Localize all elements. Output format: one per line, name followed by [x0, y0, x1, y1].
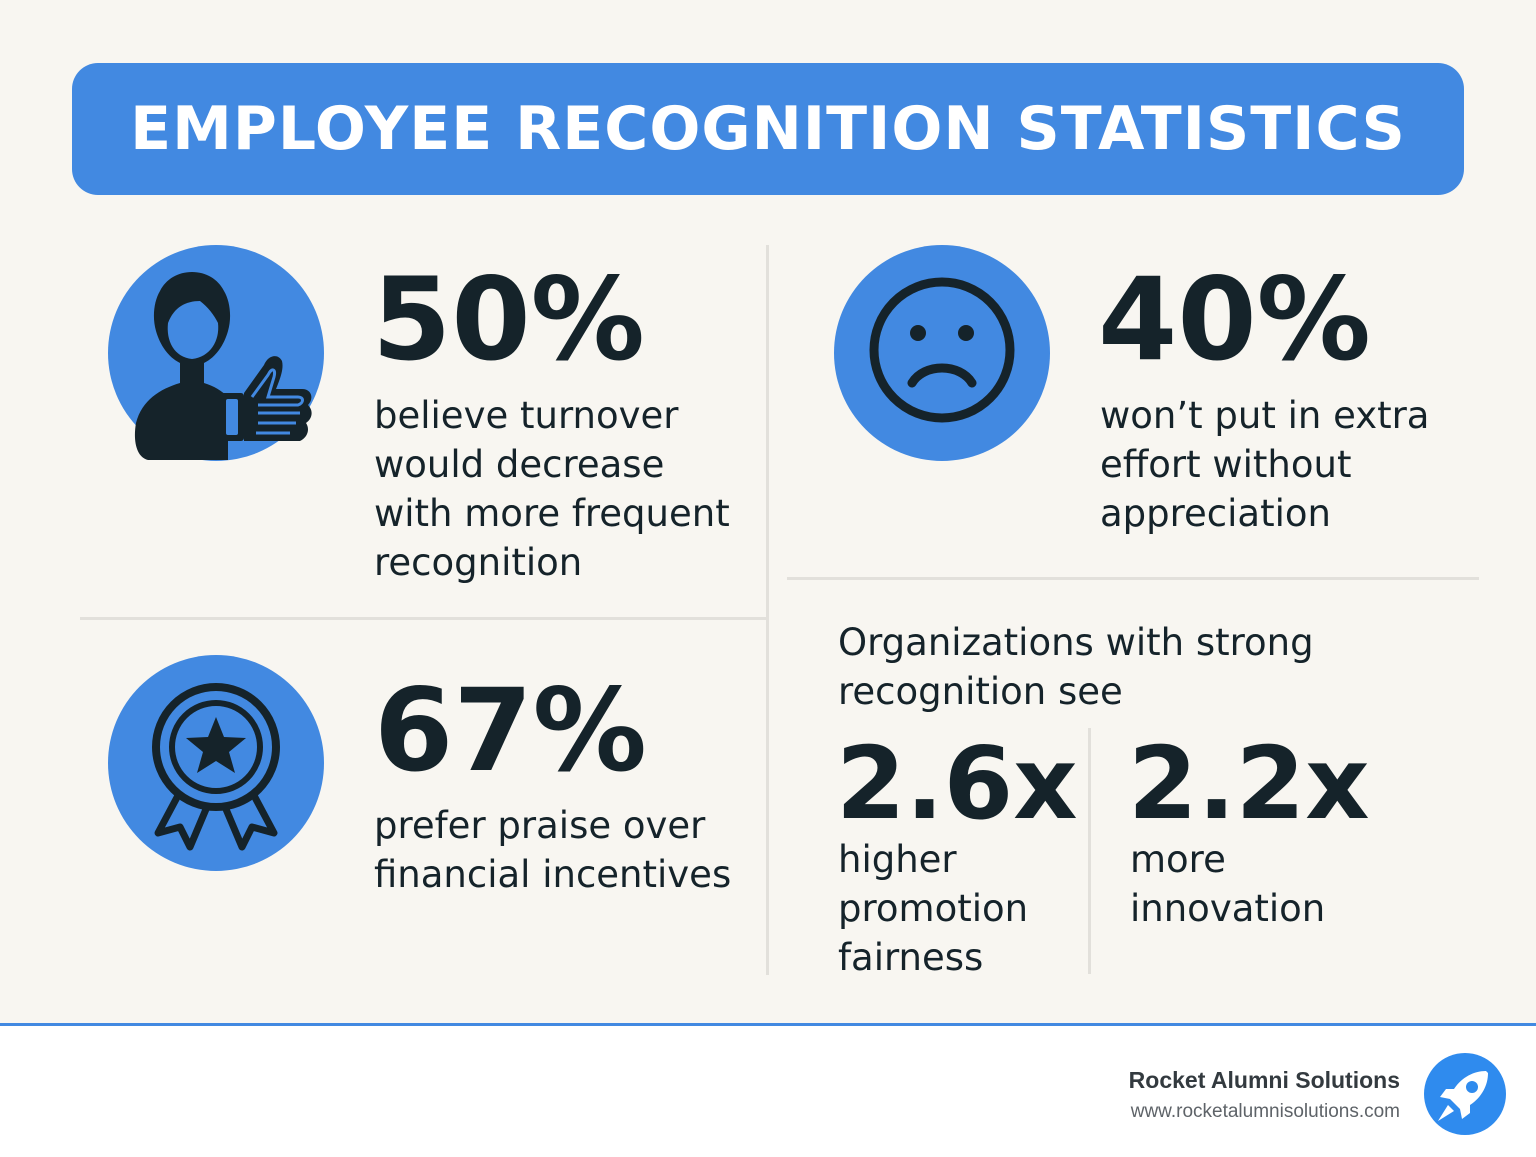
stat-turnover-line: recognition — [374, 541, 583, 584]
stat-effort-line: won’t put in extra — [1100, 394, 1430, 437]
stat-turnover-value: 50% — [372, 253, 645, 386]
organizations-divider — [1088, 728, 1091, 974]
stat-effort-line: effort without — [1100, 443, 1352, 486]
stat-promotion-line: promotion — [838, 887, 1029, 930]
award-ribbon-icon — [108, 655, 324, 871]
brand-name: Rocket Alumni Solutions — [1128, 1067, 1400, 1093]
sad-face-icon — [834, 245, 1050, 461]
organizations-intro-line: Organizations with strong — [838, 621, 1314, 664]
stat-innovation-line: more — [1130, 838, 1226, 881]
page-title: EMPLOYEE RECOGNITION STATISTICS — [130, 94, 1406, 164]
stat-promotion-line: higher — [838, 838, 957, 881]
footer: Rocket Alumni Solutions www.rocketalumni… — [0, 1023, 1536, 1157]
stat-promotion-value: 2.6x — [836, 725, 1078, 842]
stat-effort-line: appreciation — [1100, 492, 1331, 535]
stat-turnover-line: believe turnover — [374, 394, 679, 437]
stat-effort-description: won’t put in extra effort without apprec… — [1100, 391, 1429, 538]
brand-url[interactable]: www.rocketalumnisolutions.com — [1130, 1101, 1400, 1122]
stat-turnover-description: believe turnover would decrease with mor… — [374, 391, 730, 587]
stat-effort-value: 40% — [1098, 253, 1371, 386]
right-row-divider — [787, 577, 1479, 580]
stat-innovation-line: innovation — [1130, 887, 1326, 930]
stat-praise-value: 67% — [374, 664, 647, 797]
person-thumbs-up-icon — [108, 245, 324, 461]
organizations-intro: Organizations with strong recognition se… — [838, 618, 1314, 716]
stat-praise-line: financial incentives — [374, 853, 732, 896]
stat-turnover-line: would decrease — [374, 443, 665, 486]
stat-praise-line: prefer praise over — [374, 804, 706, 847]
left-row-divider — [80, 617, 766, 620]
organizations-intro-line: recognition see — [838, 670, 1123, 713]
stat-promotion-description: higher promotion fairness — [838, 835, 1028, 982]
stat-turnover-line: with more frequent — [374, 492, 730, 535]
stat-praise-description: prefer praise over financial incentives — [374, 801, 731, 899]
stat-promotion-line: fairness — [838, 936, 984, 979]
stat-innovation-description: more innovation — [1130, 835, 1325, 933]
rocket-icon — [1424, 1053, 1506, 1135]
header-banner: EMPLOYEE RECOGNITION STATISTICS — [72, 63, 1464, 195]
center-divider — [766, 245, 769, 975]
stat-innovation-value: 2.2x — [1128, 725, 1370, 842]
